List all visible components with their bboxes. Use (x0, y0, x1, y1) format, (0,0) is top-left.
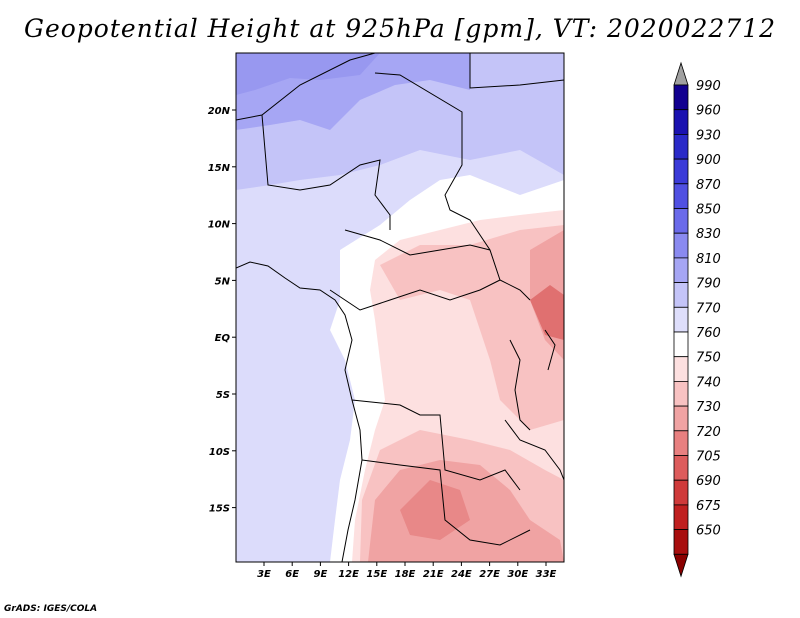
colorbar-level-label: 830 (696, 227, 721, 242)
colorbar-level-label: 650 (696, 524, 721, 539)
longitude-axis: 3E 6E 9E 12E 15E 18E 21E 24E 27E 30E 33E (257, 562, 557, 580)
height-field (236, 53, 564, 562)
coastline (236, 261, 363, 562)
map-title: Geopotential Height at 925hPa [gpm], VT:… (23, 14, 777, 43)
colorbar-swatch (673, 183, 689, 209)
field-720-730-east (530, 285, 564, 340)
field-740-750-east (380, 225, 564, 430)
colorbar-level-label: 930 (696, 128, 721, 143)
border (361, 459, 531, 546)
map-frame (235, 52, 565, 563)
field-720-730 (400, 480, 470, 540)
lon-tick-label: 18E (395, 569, 416, 580)
colorbar-level-label: 720 (696, 425, 721, 440)
colorbar-swatch (673, 405, 689, 432)
lat-tick-label: 15S (209, 504, 230, 515)
colorbar-level-label: 690 (696, 474, 721, 489)
colorbar-top-cap (673, 61, 689, 86)
colorbar-level-label: 760 (696, 326, 721, 341)
lat-tick-label: 15N (208, 163, 231, 174)
border (469, 53, 564, 89)
lat-tick-label: EQ (215, 333, 231, 344)
colorbar-swatch (673, 208, 689, 234)
lat-tick-label: 5S (216, 390, 230, 401)
colorbar-swatch (673, 455, 689, 481)
colorbar-swatch (673, 84, 689, 111)
border (504, 419, 564, 481)
lon-tick-label: 24E (451, 569, 472, 580)
colorbar-swatch (673, 133, 689, 160)
border (261, 114, 391, 230)
colorbar-swatch (673, 232, 689, 259)
latitude-axis: 20N 15N 10N 5N EQ 5S 10S 15S (208, 106, 236, 515)
colorbar-level-label: 740 (696, 375, 721, 390)
lon-tick-label: 21E (423, 569, 444, 580)
colorbar-swatch (673, 356, 689, 382)
colorbar-level-label: 750 (696, 351, 721, 366)
colorbar-level-label: 960 (696, 104, 721, 119)
colorbar-swatch (673, 504, 689, 530)
colorbar: 990 960 930 900 870 850 830 810 790 770 760 750 740 7… (673, 61, 721, 578)
colorbar-level-label: 810 (696, 252, 721, 267)
lat-tick-label: 10N (208, 220, 231, 231)
border (509, 339, 531, 431)
border (544, 329, 556, 371)
colorbar-swatch (673, 257, 689, 283)
lon-tick-label: 9E (314, 569, 328, 580)
colorbar-level-label: 900 (696, 153, 721, 168)
lon-tick-label: 6E (285, 569, 299, 580)
lon-tick-label: 30E (507, 569, 528, 580)
border (329, 279, 501, 311)
colorbar-level-label: 990 (696, 79, 721, 94)
border (236, 53, 376, 121)
colorbar-swatch (673, 158, 689, 185)
colorbar-level-label: 705 (696, 450, 721, 465)
lat-tick-label: 20N (208, 106, 231, 117)
lon-tick-label: 12E (338, 569, 359, 580)
colorbar-swatch (673, 282, 689, 308)
colorbar-swatch (673, 331, 689, 358)
colorbar-bottom-cap (673, 553, 689, 578)
colorbar-level-label: 730 (696, 400, 721, 415)
lon-tick-label: 15E (366, 569, 387, 580)
colorbar-swatch (673, 479, 689, 506)
lon-tick-label: 27E (479, 569, 500, 580)
colorbar-swatch (673, 380, 689, 407)
lon-tick-label: 33E (536, 569, 557, 580)
lat-tick-label: 10S (209, 447, 230, 458)
border (344, 229, 491, 256)
colorbar-swatch (673, 109, 689, 135)
colorbar-level-label: 870 (696, 178, 721, 193)
colorbar-swatch (673, 306, 689, 333)
colorbar-level-label: 850 (696, 203, 721, 218)
border (351, 399, 521, 491)
lat-tick-label: 5N (215, 276, 231, 287)
colorbar-level-label: 675 (696, 499, 721, 514)
colorbar-swatch (673, 430, 689, 456)
colorbar-swatch (673, 529, 689, 555)
border (374, 72, 531, 301)
lon-tick-label: 3E (257, 569, 271, 580)
country-boundaries (236, 53, 564, 562)
footer-credit: GrADS: IGES/COLA (4, 604, 98, 614)
colorbar-level-label: 770 (696, 301, 721, 316)
colorbar-level-label: 790 (696, 277, 721, 292)
